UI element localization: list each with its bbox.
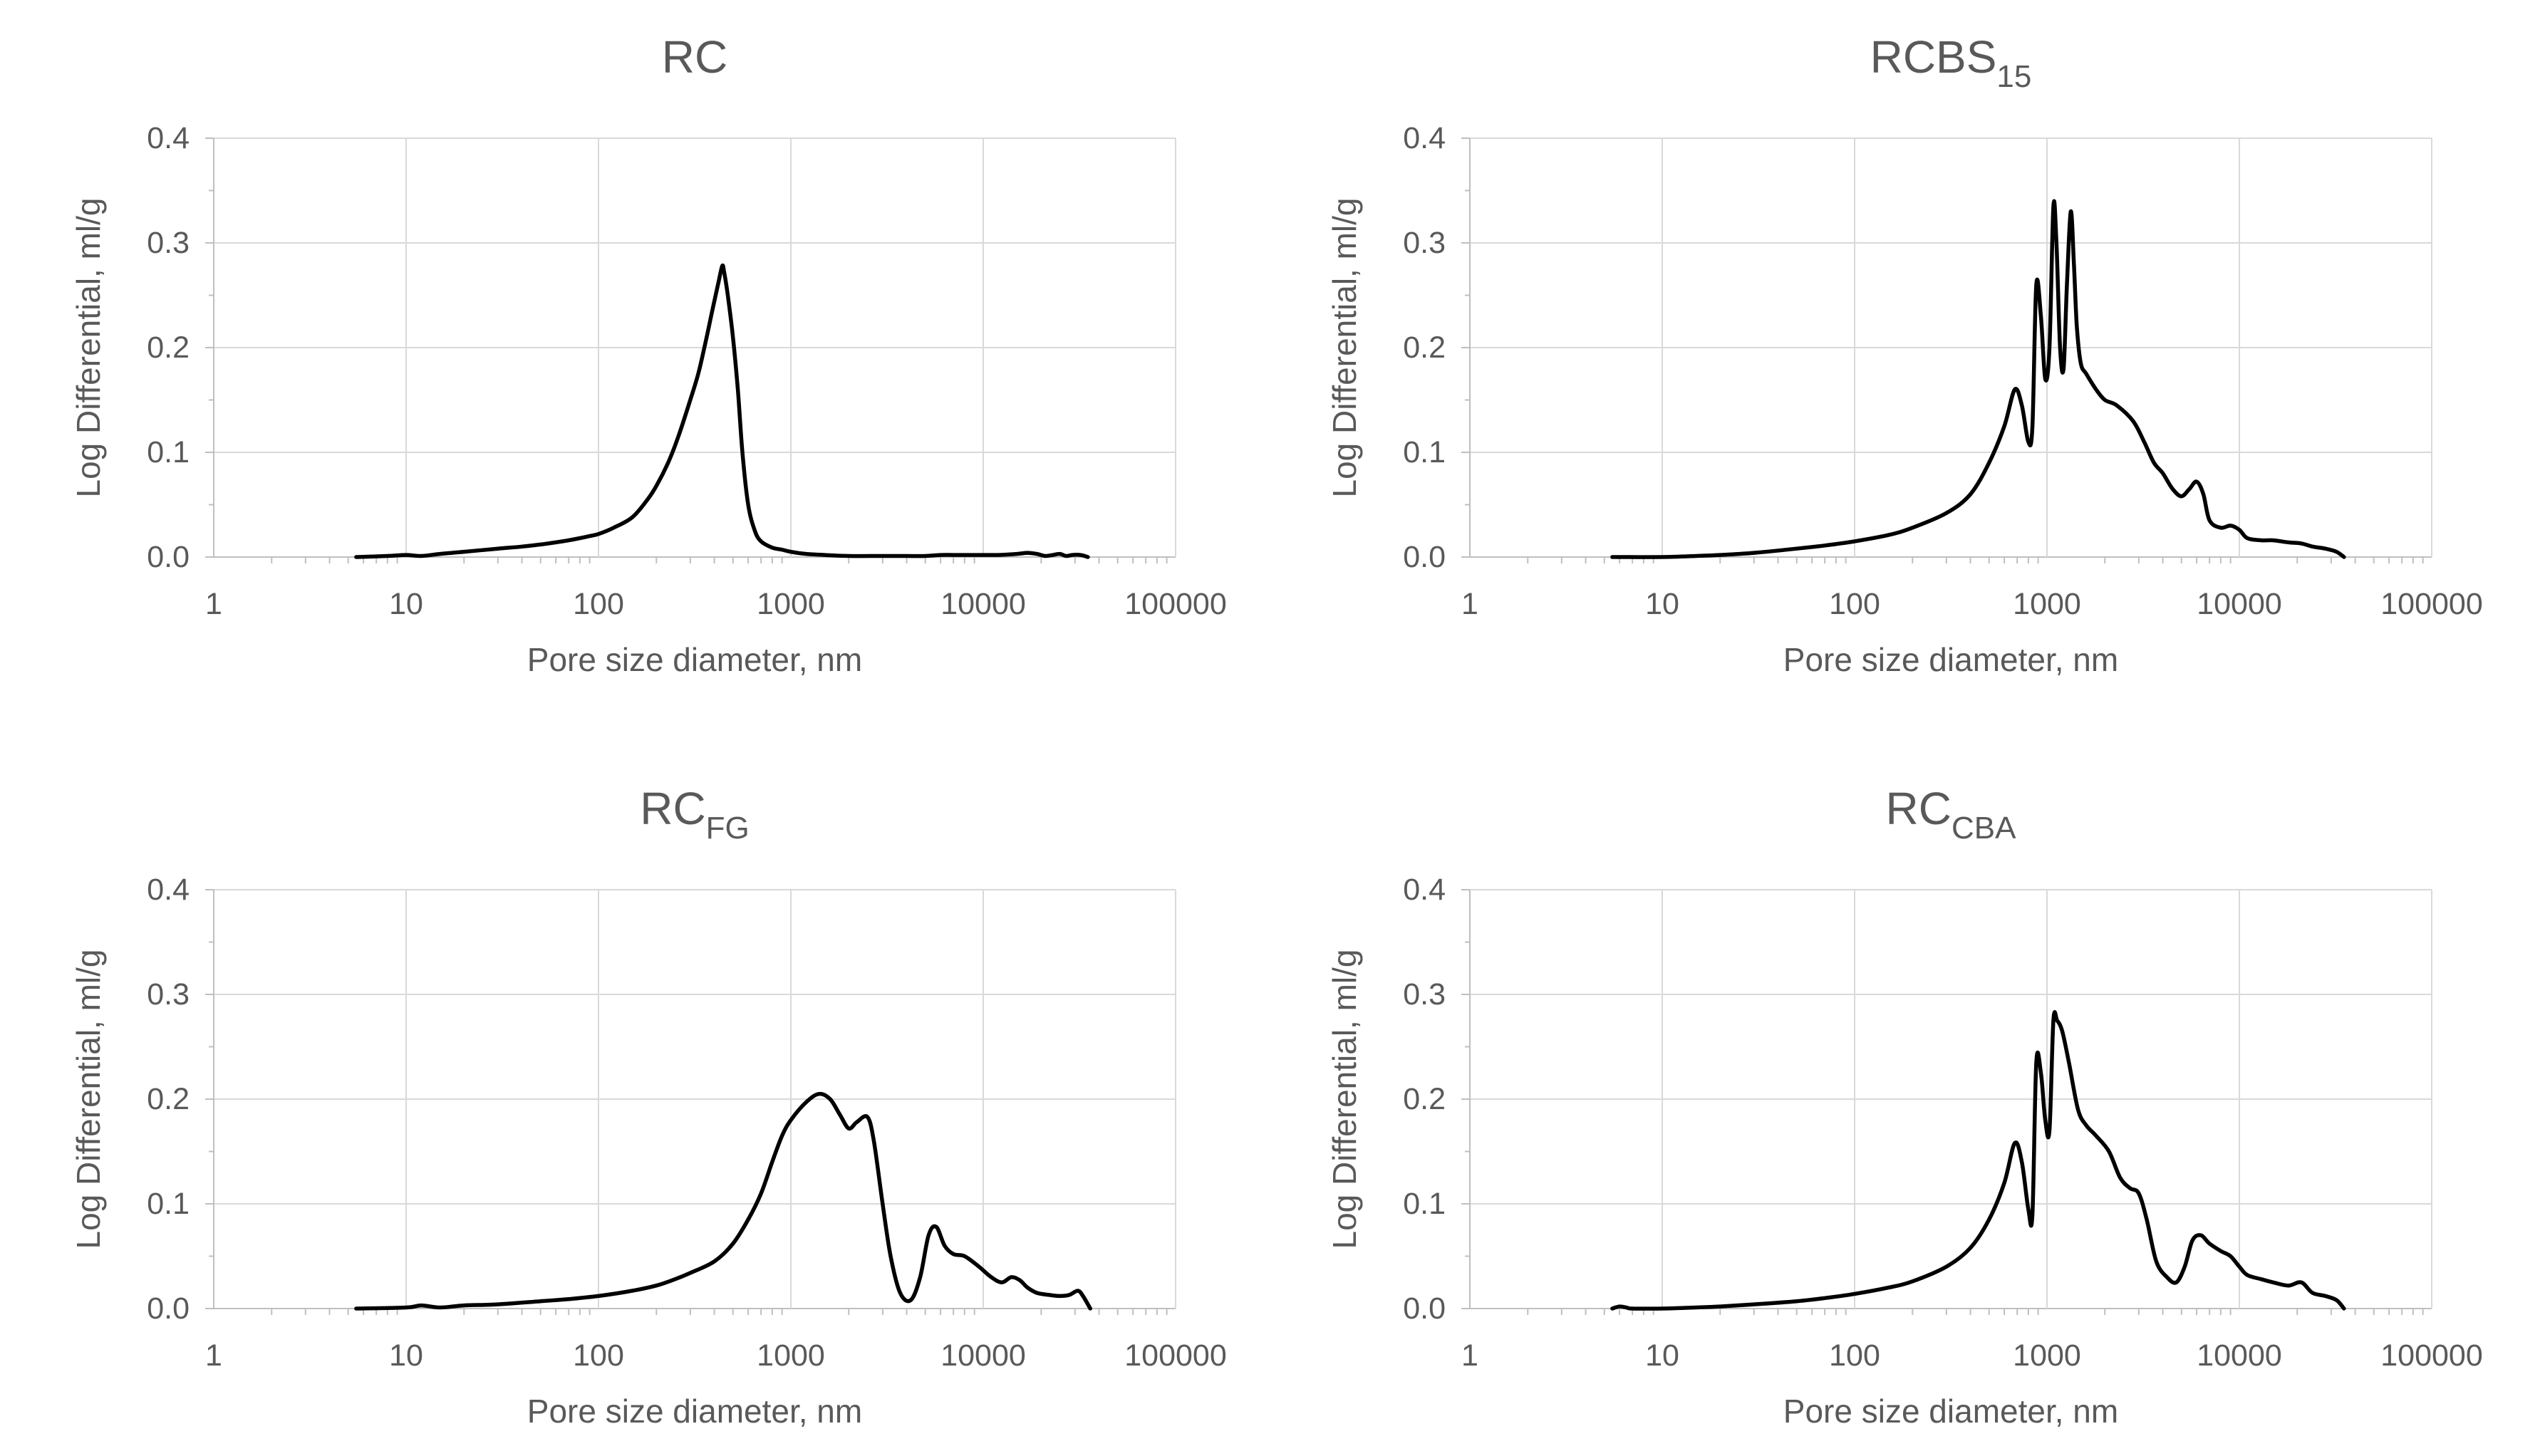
y-tick-label: 0.2 bbox=[1403, 331, 1446, 365]
x-tick-label: 100000 bbox=[1124, 587, 1227, 621]
chart-title-subscript: CBA bbox=[1951, 811, 2016, 846]
series-line bbox=[1610, 199, 2346, 559]
chart-title: RCBS15 bbox=[1870, 31, 2032, 94]
y-tick-label: 0.2 bbox=[147, 331, 190, 365]
x-tick-label: 100000 bbox=[2380, 1338, 2483, 1373]
y-axis-label: Log Differential, ml/g bbox=[70, 949, 107, 1249]
y-tick-label: 0.3 bbox=[1403, 226, 1446, 260]
x-tick-label: 100 bbox=[1829, 1338, 1880, 1373]
y-tick-label: 0.4 bbox=[1403, 121, 1446, 155]
y-tick-label: 0.1 bbox=[147, 435, 190, 469]
y-tick-label: 0.1 bbox=[1403, 1187, 1446, 1221]
chart-title-subscript: 15 bbox=[1996, 59, 2031, 94]
chart-title-main: RC bbox=[640, 783, 705, 834]
x-tick-label: 1 bbox=[205, 587, 222, 621]
x-tick-label: 10 bbox=[1645, 587, 1679, 621]
chart-panel-1: 0.0 0.1 0.2 0.3 0.4 1 10 100 1000 10000 100000 RC Po… bbox=[70, 31, 1227, 678]
y-tick-label: 0.0 bbox=[1403, 540, 1446, 574]
y-tick-label: 0.1 bbox=[1403, 435, 1446, 469]
x-axis-label: Pore size diameter, nm bbox=[1783, 641, 2118, 678]
y-tick-label: 0.2 bbox=[147, 1082, 190, 1116]
x-tick-label: 10 bbox=[389, 1338, 423, 1373]
series-line bbox=[354, 1091, 1092, 1311]
x-tick-label: 100 bbox=[1829, 587, 1880, 621]
y-tick-label: 0.4 bbox=[147, 121, 190, 155]
x-tick-label: 1 bbox=[205, 1338, 222, 1373]
series-line bbox=[1610, 1010, 2346, 1311]
y-axis-label: Log Differential, ml/g bbox=[1326, 197, 1363, 497]
x-tick-label: 1000 bbox=[2013, 1338, 2081, 1373]
x-tick-label: 1 bbox=[1461, 1338, 1478, 1373]
x-axis-label: Pore size diameter, nm bbox=[527, 641, 862, 678]
x-axis-label: Pore size diameter, nm bbox=[527, 1393, 862, 1430]
x-tick-label: 1000 bbox=[757, 1338, 825, 1373]
y-tick-label: 0.3 bbox=[147, 977, 190, 1012]
x-tick-label: 100 bbox=[573, 587, 624, 621]
y-tick-label: 0.2 bbox=[1403, 1082, 1446, 1116]
x-tick-label: 1000 bbox=[2013, 587, 2081, 621]
y-tick-label: 0.0 bbox=[147, 1291, 190, 1326]
y-axis-label: Log Differential, ml/g bbox=[70, 197, 107, 497]
y-tick-label: 0.0 bbox=[147, 540, 190, 574]
series-line bbox=[354, 263, 1090, 559]
chart-panel-3: 0.0 0.1 0.2 0.3 0.4 1 10 100 1000 10000 100000 RCFG… bbox=[70, 783, 1227, 1430]
y-tick-label: 0.4 bbox=[1403, 873, 1446, 907]
x-tick-label: 10000 bbox=[2197, 587, 2282, 621]
y-tick-label: 0.3 bbox=[1403, 977, 1446, 1012]
chart-title-main: RCBS bbox=[1870, 31, 1997, 83]
chart-title-main: RC bbox=[1886, 783, 1951, 834]
chart-title: RC bbox=[662, 31, 727, 83]
x-tick-label: 10000 bbox=[940, 587, 1026, 621]
chart-panel-2: 0.0 0.1 0.2 0.3 0.4 1 10 100 1000 10000 100000 RCBS… bbox=[1326, 31, 2483, 678]
y-tick-label: 0.4 bbox=[147, 873, 190, 907]
x-tick-label: 10000 bbox=[2197, 1338, 2282, 1373]
x-tick-label: 10 bbox=[1645, 1338, 1679, 1373]
x-tick-label: 10 bbox=[389, 587, 423, 621]
y-tick-label: 0.3 bbox=[147, 226, 190, 260]
x-tick-label: 100 bbox=[573, 1338, 624, 1373]
x-tick-label: 100000 bbox=[1124, 1338, 1227, 1373]
y-tick-label: 0.1 bbox=[147, 1187, 190, 1221]
chart-panel-4: 0.0 0.1 0.2 0.3 0.4 1 10 100 1000 10000 100000 RCCB… bbox=[1326, 783, 2483, 1430]
x-tick-label: 1 bbox=[1461, 587, 1478, 621]
chart-title-subscript: FG bbox=[706, 811, 750, 846]
chart-title: RCFG bbox=[640, 783, 750, 846]
chart-title: RCCBA bbox=[1886, 783, 2017, 846]
y-tick-label: 0.0 bbox=[1403, 1291, 1446, 1326]
x-axis-label: Pore size diameter, nm bbox=[1783, 1393, 2118, 1430]
y-axis-label: Log Differential, ml/g bbox=[1326, 949, 1363, 1249]
chart-title-main: RC bbox=[662, 31, 727, 83]
x-tick-label: 10000 bbox=[940, 1338, 1026, 1373]
x-tick-label: 100000 bbox=[2380, 587, 2483, 621]
x-tick-label: 1000 bbox=[757, 587, 825, 621]
